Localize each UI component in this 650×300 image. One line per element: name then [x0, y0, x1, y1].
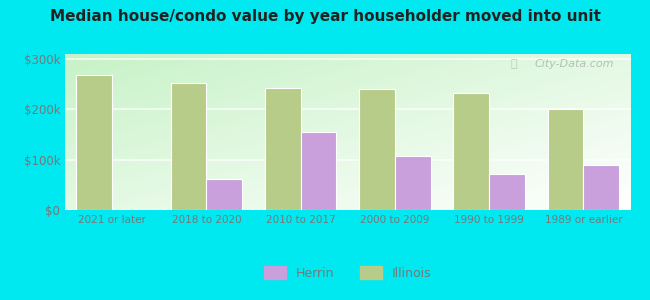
Bar — [170, 83, 207, 210]
Bar — [489, 174, 525, 210]
Bar — [395, 156, 431, 210]
Text: City-Data.com: City-Data.com — [534, 59, 614, 69]
Bar — [547, 110, 583, 210]
Bar — [300, 132, 337, 210]
Bar — [207, 179, 242, 210]
Text: ⓘ: ⓘ — [511, 59, 517, 69]
Bar — [265, 88, 300, 210]
Bar — [359, 89, 395, 210]
Text: Median house/condo value by year householder moved into unit: Median house/condo value by year househo… — [49, 9, 601, 24]
Legend: Herrin, Illinois: Herrin, Illinois — [259, 261, 437, 285]
Bar — [76, 75, 112, 210]
Bar — [584, 165, 619, 210]
Bar — [453, 93, 489, 210]
